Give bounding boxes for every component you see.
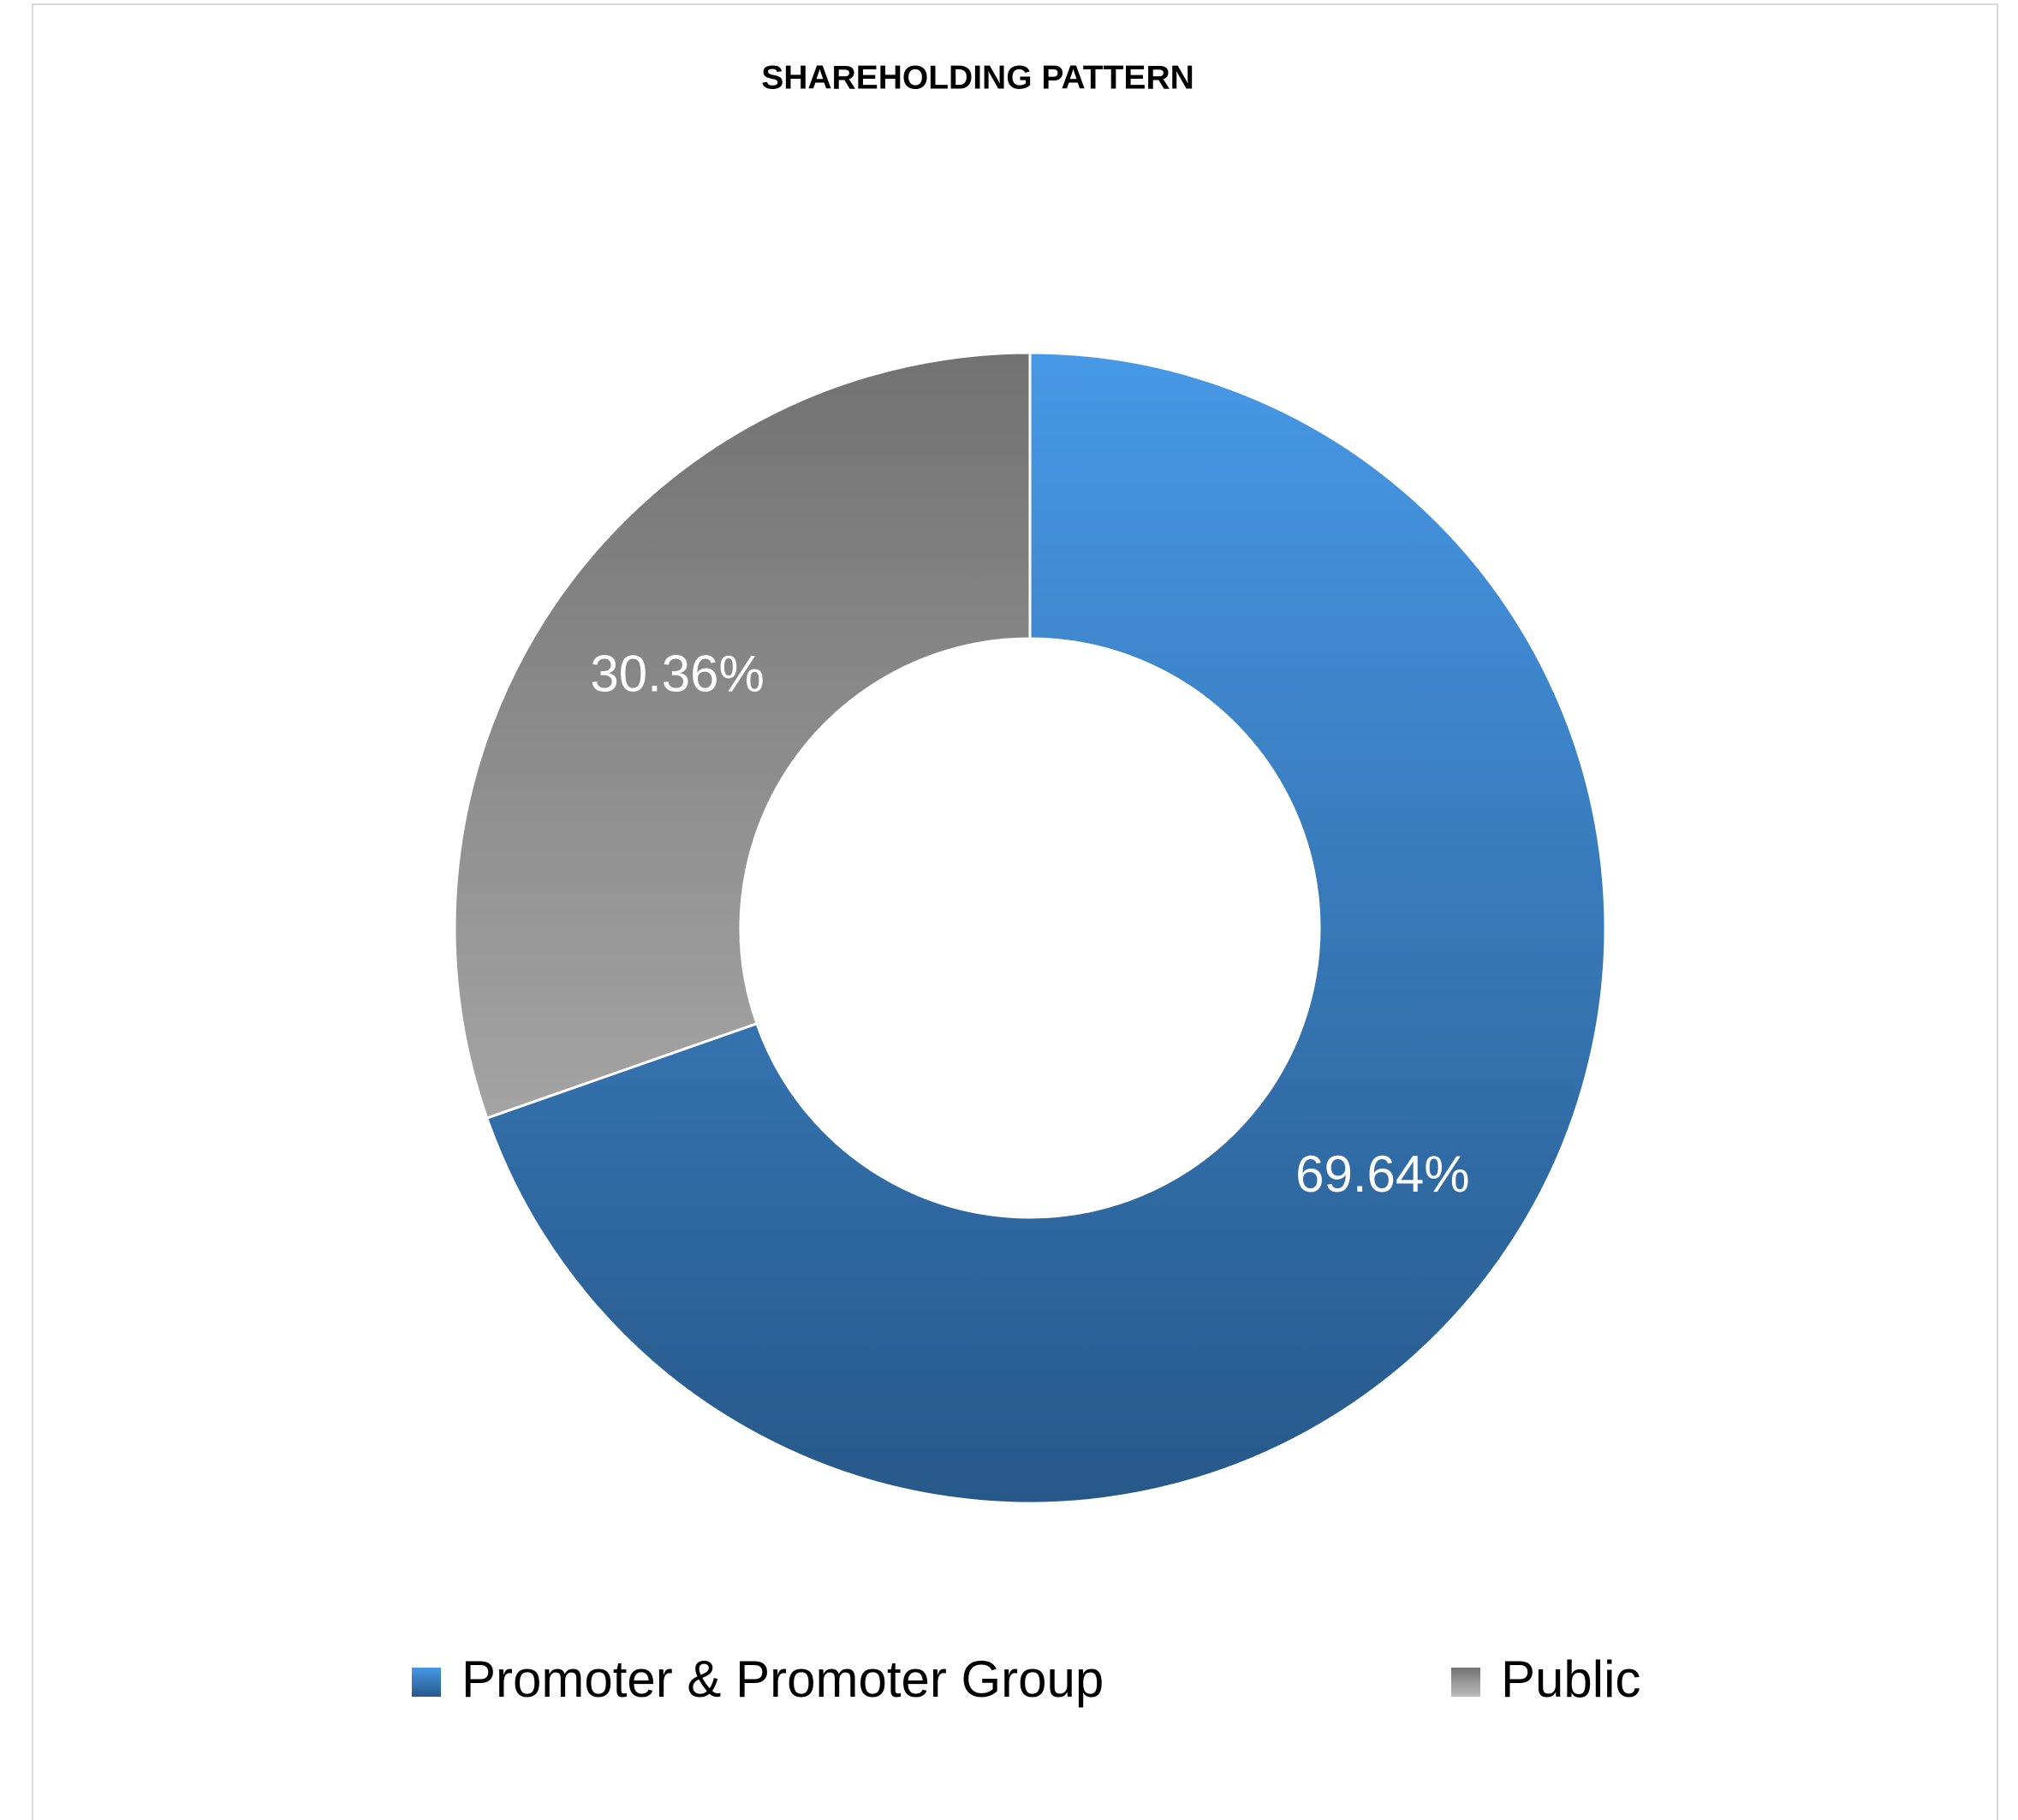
legend-label: Public — [1501, 1650, 1640, 1708]
chart-frame — [32, 3, 1998, 1820]
donut-slice — [485, 351, 1607, 1505]
legend-label: Promoter & Promoter Group — [461, 1650, 1104, 1708]
data-label: 30.36% — [590, 645, 765, 703]
data-label: 69.64% — [1295, 1145, 1470, 1203]
legend-swatch — [412, 1668, 441, 1697]
chart-title: SHAREHOLDING PATTERN — [761, 59, 1194, 96]
donut-slice — [453, 351, 1032, 1120]
legend-swatch — [1451, 1668, 1480, 1697]
